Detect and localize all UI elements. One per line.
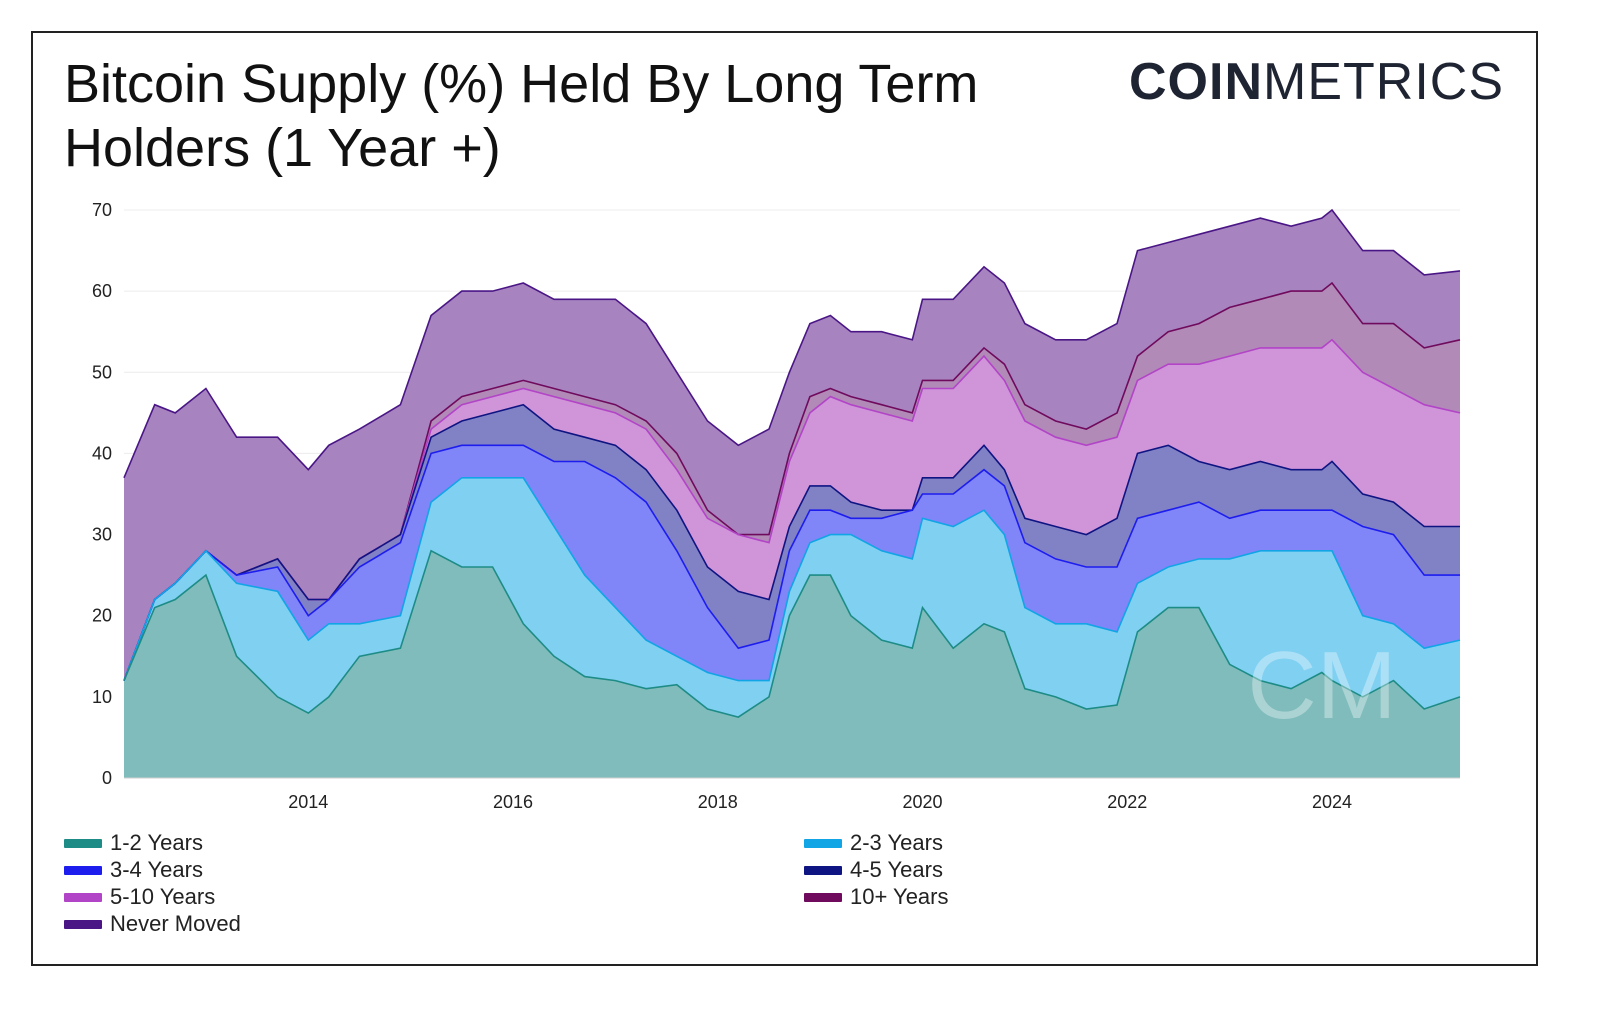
x-tick-label-2016: 2016 [493,792,533,812]
legend-item-2-3-years: 2-3 Years [804,830,943,856]
logo-text-thin: METRICS [1263,53,1504,111]
x-tick-label-2024: 2024 [1312,792,1352,812]
legend-label: 2-3 Years [850,830,943,855]
legend-item-1-2-years: 1-2 Years [64,830,203,856]
chart-legend: 1-2 Years 2-3 Years 3-4 Years 4-5 Years 5-10… [64,830,1024,950]
legend-label: Never Moved [110,911,241,936]
y-tick-label-40: 40 [92,443,112,463]
x-tick-label-2014: 2014 [288,792,328,812]
legend-label: 10+ Years [850,884,949,909]
y-tick-label-70: 70 [92,200,112,220]
legend-swatch [64,865,102,875]
legend-label: 4-5 Years [850,857,943,882]
chart-title-line-2: Holders (1 Year +) [64,118,501,178]
chart-title-line-1: Bitcoin Supply (%) Held By Long Term [64,54,979,114]
logo-text-bold: COIN [1129,53,1263,111]
legend-item-never-moved: Never Moved [64,911,241,937]
y-tick-label-20: 20 [92,606,112,626]
legend-swatch [804,892,842,902]
legend-swatch [64,838,102,848]
legend-label: 1-2 Years [110,830,203,855]
watermark-text: CM [1247,632,1396,739]
legend-item-10-years: 10+ Years [804,884,948,910]
y-tick-label-30: 30 [92,525,112,545]
legend-item-4-5-years: 4-5 Years [804,857,943,883]
legend-label: 5-10 Years [110,884,216,909]
line-2-3-years [123,477,1461,682]
line-4-5-years [123,403,1460,681]
x-tick-label-2022: 2022 [1107,792,1147,812]
area-1-2-years [124,550,1460,778]
coinmetrics-logo: COINMETRICS [1129,52,1504,112]
legend-item-3-4-years: 3-4 Years [64,857,203,883]
legend-item-5-10-years: 5-10 Years [64,884,215,910]
y-tick-label-50: 50 [92,362,112,382]
legend-swatch [804,838,842,848]
legend-label: 3-4 Years [110,857,203,882]
y-tick-label-60: 60 [92,281,112,301]
legend-swatch [64,919,102,929]
y-tick-label-10: 10 [92,687,112,707]
line-1-2-years [123,549,1461,718]
legend-swatch [804,865,842,875]
x-tick-label-2018: 2018 [698,792,738,812]
legend-swatch [64,892,102,902]
chart-title: Bitcoin Supply (%) Held By Long Term Hol… [64,52,1064,180]
line-never-moved [123,208,1461,479]
y-tick-label-0: 0 [102,768,112,788]
x-tick-label-2020: 2020 [903,792,943,812]
line-3-4-years [123,444,1460,681]
